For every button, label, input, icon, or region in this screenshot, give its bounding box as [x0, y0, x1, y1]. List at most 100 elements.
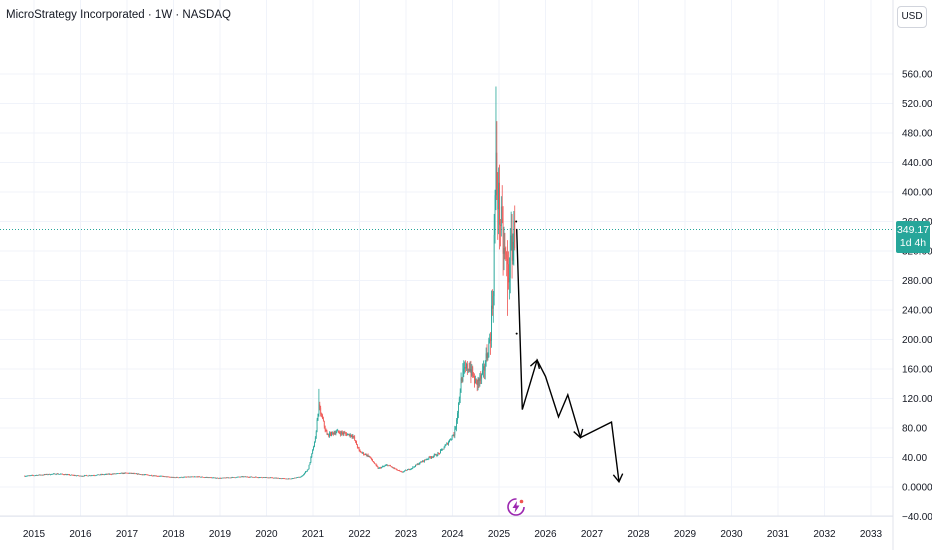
- candle-body: [179, 477, 180, 479]
- candle-body: [78, 475, 80, 477]
- time-axis[interactable]: 2015 2016 2017 2018 2019 2020 2021 2022 2023 2024…: [23, 529, 883, 540]
- candle-body: [67, 474, 69, 476]
- candle-body: [460, 378, 462, 393]
- candle-body: [367, 454, 369, 457]
- candle-body: [200, 476, 202, 478]
- candle-body: [183, 476, 185, 478]
- candle-body: [458, 398, 460, 403]
- candle-body: [51, 473, 52, 475]
- candle-body: [77, 475, 78, 477]
- candle-body: [268, 477, 270, 479]
- projection-drawing[interactable]: [515, 220, 624, 484]
- candle-body: [30, 475, 32, 477]
- candle-body: [405, 470, 407, 471]
- candle-body: [339, 432, 340, 434]
- price-axis[interactable]: 560.00520.00480.00440.00400.00360.00320.…: [902, 70, 932, 524]
- candle-body: [488, 340, 490, 358]
- price-tick-label: 400.00: [902, 188, 932, 199]
- candle-body: [324, 426, 326, 431]
- candle-body: [262, 477, 263, 479]
- price-tick-label: 520.00: [902, 99, 932, 110]
- candle-body: [302, 475, 304, 477]
- candle-body: [370, 457, 372, 459]
- candle-body: [233, 477, 235, 478]
- candle-body: [88, 475, 90, 477]
- candle-body: [348, 433, 349, 435]
- candle-body: [117, 473, 119, 475]
- candle-body: [319, 404, 321, 408]
- candle-body: [464, 367, 466, 369]
- candle-body: [31, 475, 33, 476]
- candle-body: [466, 363, 468, 371]
- candle-body: [234, 477, 236, 479]
- candle-body: [435, 454, 437, 456]
- candle-body: [153, 475, 154, 477]
- candle-body: [362, 452, 364, 454]
- candle-body: [438, 453, 440, 455]
- candle-body: [116, 473, 118, 475]
- candle-body: [306, 469, 308, 472]
- candle-body: [111, 473, 113, 475]
- candle-body: [158, 476, 160, 477]
- drawing-handle: [515, 332, 518, 335]
- candle-body: [202, 476, 204, 478]
- candle-body: [386, 464, 388, 466]
- candle-body: [305, 471, 307, 473]
- candle-body: [61, 473, 63, 475]
- candle-body: [114, 473, 116, 475]
- candle-body: [205, 477, 207, 478]
- candle-body: [300, 476, 302, 478]
- candle-body: [133, 473, 135, 475]
- candle-body: [477, 378, 479, 386]
- candle-body: [419, 462, 421, 464]
- candle-body: [155, 475, 157, 477]
- candle-body: [248, 477, 250, 478]
- candle-body: [483, 366, 484, 371]
- currency-button[interactable]: USD: [897, 6, 927, 28]
- candle-body: [212, 477, 213, 479]
- candle-body: [217, 477, 219, 479]
- price-tick-label: 0.0000: [902, 483, 932, 494]
- candle-body: [119, 473, 120, 474]
- candle-body: [305, 471, 306, 473]
- candle-body: [160, 475, 162, 477]
- candle-body: [235, 477, 237, 479]
- time-tick-label: 2025: [488, 529, 511, 540]
- candle-body: [500, 224, 501, 227]
- candle-body: [189, 476, 191, 478]
- candle-body: [230, 477, 232, 479]
- candle-body: [487, 357, 489, 359]
- candle-body: [122, 472, 124, 474]
- candle-body: [47, 474, 49, 476]
- candle-body: [254, 477, 255, 478]
- candle-body: [288, 478, 290, 480]
- candle-body: [402, 471, 404, 473]
- candle-body: [457, 413, 458, 420]
- candle-body: [376, 465, 378, 467]
- candle-body: [243, 476, 245, 478]
- candle-body: [188, 476, 190, 478]
- candle-body: [207, 477, 209, 479]
- candle-body: [25, 476, 26, 477]
- candle-body: [272, 477, 273, 479]
- candle-body: [333, 432, 335, 435]
- lightning-bolt-icon[interactable]: [506, 497, 526, 517]
- candle-body: [70, 474, 72, 476]
- candle-body: [416, 463, 418, 465]
- candle-body: [141, 474, 143, 476]
- candle-body: [508, 277, 510, 283]
- time-tick-label: 2027: [581, 529, 604, 540]
- projection-arrowhead: [529, 358, 541, 370]
- candle-body: [341, 431, 343, 433]
- candle-body: [64, 474, 66, 476]
- candle-body: [431, 457, 432, 458]
- candle-body: [505, 250, 507, 255]
- candle-body: [296, 477, 297, 479]
- candle-body: [103, 474, 105, 476]
- candle-body: [27, 475, 29, 477]
- candle-body: [65, 474, 67, 476]
- candle-body: [400, 471, 402, 473]
- candle-body: [105, 473, 107, 475]
